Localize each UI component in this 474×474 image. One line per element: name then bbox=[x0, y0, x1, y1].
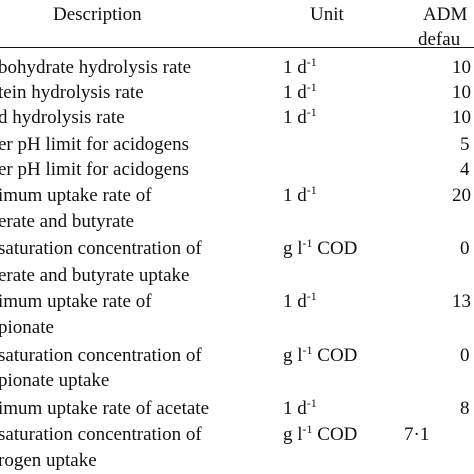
row-description-line: d hydrolysis rate bbox=[0, 107, 125, 128]
header-unit: Unit bbox=[310, 4, 344, 25]
unit-exponent: -1 bbox=[302, 343, 313, 357]
row-default-value: 8 bbox=[460, 398, 470, 419]
unit-exponent: -1 bbox=[306, 105, 317, 119]
row-default-value: 10 bbox=[452, 57, 471, 78]
unit-base: g l bbox=[283, 345, 303, 366]
unit-exponent: -1 bbox=[306, 289, 317, 303]
header-adm-line2: defau bbox=[418, 29, 461, 50]
header-adm-line1: ADM bbox=[423, 4, 468, 25]
row-unit: g l-1 COD bbox=[283, 236, 358, 261]
row-default-value: 0 bbox=[460, 238, 470, 259]
row-unit: 1 d-1 bbox=[283, 105, 317, 130]
row-default-value: 7·1 bbox=[404, 424, 430, 445]
row-default-value: 4 bbox=[460, 159, 470, 180]
row-unit: g l-1 COD bbox=[283, 422, 358, 447]
unit-exponent: -1 bbox=[306, 80, 317, 94]
row-default-value: 5 bbox=[460, 134, 470, 155]
unit-base: 1 d bbox=[283, 291, 307, 312]
row-default-value: 13 bbox=[452, 291, 471, 312]
row-default-value: 0 bbox=[460, 345, 470, 366]
row-description-line: bohydrate hydrolysis rate bbox=[0, 57, 192, 78]
row-unit: 1 d-1 bbox=[283, 55, 317, 80]
row-description-line: imum uptake rate of bbox=[0, 185, 152, 206]
header-description: Description bbox=[53, 4, 142, 25]
row-description-line: pionate uptake bbox=[0, 370, 110, 391]
unit-suffix: COD bbox=[312, 238, 358, 259]
row-unit: 1 d-1 bbox=[283, 80, 317, 105]
unit-base: g l bbox=[283, 424, 303, 445]
row-default-value: 20 bbox=[452, 185, 471, 206]
unit-suffix: COD bbox=[312, 424, 358, 445]
row-description-line: pionate bbox=[0, 317, 54, 338]
unit-base: 1 d bbox=[283, 398, 307, 419]
row-unit: 1 d-1 bbox=[283, 396, 317, 421]
row-description-line: tein hydrolysis rate bbox=[0, 82, 144, 103]
row-description-line: erate and butyrate uptake bbox=[0, 265, 190, 286]
row-default-value: 10 bbox=[452, 107, 471, 128]
row-description-line: rogen uptake bbox=[0, 450, 97, 471]
unit-base: 1 d bbox=[283, 82, 307, 103]
unit-base: 1 d bbox=[283, 57, 307, 78]
header-rule bbox=[0, 47, 474, 48]
unit-base: 1 d bbox=[283, 107, 307, 128]
unit-exponent: -1 bbox=[306, 183, 317, 197]
unit-exponent: -1 bbox=[306, 55, 317, 69]
row-description-line: erate and butyrate bbox=[0, 211, 135, 232]
row-description-line: er pH limit for acidogens bbox=[0, 134, 190, 155]
unit-exponent: -1 bbox=[302, 422, 313, 436]
row-description-line: saturation concentration of bbox=[0, 238, 202, 259]
row-description-line: imum uptake rate of bbox=[0, 291, 152, 312]
row-description-line: saturation concentration of bbox=[0, 345, 202, 366]
row-default-value: 10 bbox=[452, 82, 471, 103]
unit-exponent: -1 bbox=[306, 396, 317, 410]
row-unit: g l-1 COD bbox=[283, 343, 358, 368]
row-unit: 1 d-1 bbox=[283, 183, 317, 208]
row-unit: 1 d-1 bbox=[283, 289, 317, 314]
unit-suffix: COD bbox=[312, 345, 358, 366]
unit-exponent: -1 bbox=[302, 236, 313, 250]
row-description-line: er pH limit for acidogens bbox=[0, 159, 190, 180]
row-description-line: saturation concentration of bbox=[0, 424, 202, 445]
unit-base: 1 d bbox=[283, 185, 307, 206]
row-description-line: imum uptake rate of acetate bbox=[0, 398, 210, 419]
unit-base: g l bbox=[283, 238, 303, 259]
